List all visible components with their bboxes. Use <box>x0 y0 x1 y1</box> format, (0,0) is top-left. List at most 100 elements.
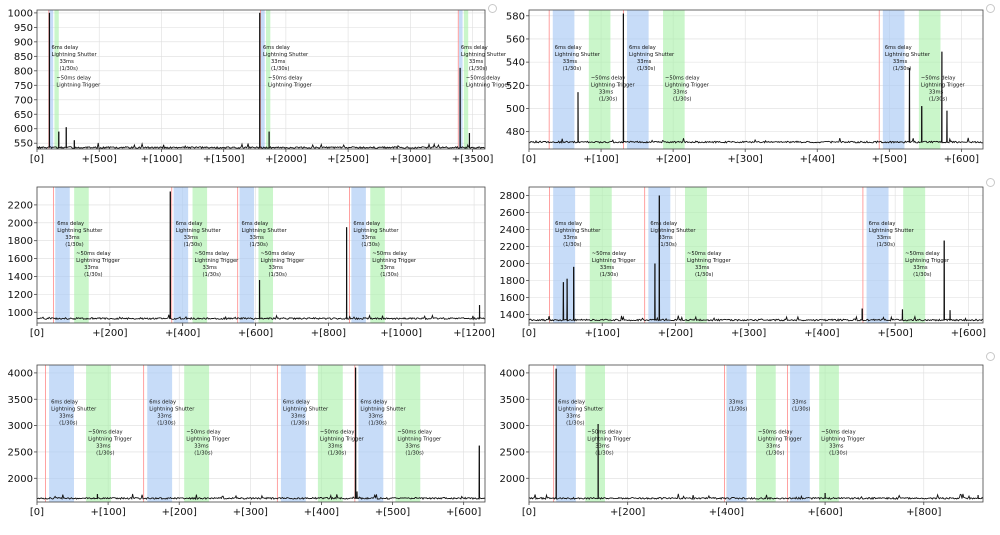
x-tick-label: +[3500] <box>452 154 494 165</box>
x-tick-label: +[600] <box>807 507 842 518</box>
bottom-right-chart: 6ms delay Lightning Shutter 33ms (1/30s)33m… <box>500 364 984 518</box>
shutter-label-line: 33ms <box>563 235 578 241</box>
trigger-label-line: ~50ms delay <box>758 430 793 436</box>
panel-option-circle[interactable] <box>986 4 995 13</box>
shutter-label-line: 33ms <box>271 59 286 65</box>
x-tick-label: +[400] <box>304 507 339 518</box>
trigger-label-line: Lightning Trigger <box>320 437 365 443</box>
signal-series-line <box>36 191 486 321</box>
shutter-label-line: (1/30s) <box>792 406 810 412</box>
shutter-band <box>49 10 54 149</box>
x-tick-label: +[200] <box>658 328 693 339</box>
shutter-label: 6ms delay Lightning Shutter 33ms (1/30s) <box>629 45 675 72</box>
trigger-band <box>370 187 385 323</box>
shutter-label-line: Lightning Shutter <box>885 52 931 58</box>
shutter-label-line: Lightning Shutter <box>555 52 601 58</box>
trigger-label-line: ~50ms delay <box>397 430 432 436</box>
shutter-label: 6ms delay Lightning Shutter 33ms (1/30s) <box>242 221 288 248</box>
shutter-label-line: 33ms <box>792 399 807 405</box>
trigger-band <box>86 365 111 502</box>
shutter-label-line: 33ms <box>59 59 74 65</box>
x-tick-label: +[500] <box>375 507 410 518</box>
panel-option-circle[interactable] <box>488 4 497 13</box>
trigger-label-line: ~50ms delay <box>372 251 407 257</box>
shutter-label-line: Lightning Shutter <box>283 406 329 412</box>
y-tick-label: 3500 <box>500 395 525 406</box>
shutter-label-line: 6ms delay <box>869 221 896 227</box>
trigger-label: ~50ms delay Lightning Trigger 33ms (1/30s) <box>76 251 121 278</box>
shutter-band <box>55 187 70 323</box>
y-tick-label: 900 <box>14 37 33 48</box>
shutter-label-line: 6ms delay <box>242 221 269 227</box>
x-tick-label: +[300] <box>731 328 766 339</box>
trigger-label-line: (1/30s) <box>766 451 784 457</box>
y-tick-label: 2200 <box>500 242 525 253</box>
trigger-band <box>258 187 274 323</box>
trigger-label: ~50ms delay Lightning Trigger 33ms (1/30s) <box>758 430 803 457</box>
shutter-label-line: 33ms <box>563 59 578 65</box>
y-tick-label: 3500 <box>8 395 33 406</box>
shutter-band <box>726 365 747 502</box>
shutter-label-line: (1/30s) <box>157 420 175 426</box>
shutter-band <box>49 365 74 502</box>
shutter-label-line: 33ms <box>65 235 80 241</box>
shutter-label-line: (1/30s) <box>65 242 83 248</box>
trigger-label: ~50ms delay Lightning Trigger 33ms (1/30s) <box>397 430 442 457</box>
trigger-band <box>184 365 210 502</box>
shutter-label-line: (1/30s) <box>893 66 911 72</box>
plot-frame <box>528 186 984 324</box>
trigger-label-line: (1/30s) <box>595 451 613 457</box>
shutter-band <box>553 187 576 323</box>
trigger-label-line: (1/30s) <box>194 451 212 457</box>
x-tick-label: +[1200] <box>453 328 495 339</box>
y-tick-label: 4000 <box>8 368 33 379</box>
trigger-label-line: ~50ms delay <box>821 430 856 436</box>
trigger-label-line: 33ms <box>829 444 844 450</box>
panel-option-circle[interactable] <box>986 178 995 187</box>
trigger-label-line: 33ms <box>96 444 111 450</box>
y-tick-label: 1600 <box>8 254 33 265</box>
trigger-label-line: ~50ms delay <box>587 430 622 436</box>
plot-frame <box>528 364 984 503</box>
trigger-label-line: 33ms <box>405 444 420 450</box>
trigger-band <box>54 10 59 149</box>
y-tick-label: 1000 <box>8 308 33 319</box>
trigger-label-line: ~50ms delay <box>591 76 626 82</box>
shutter-label-line: 6ms delay <box>650 221 677 227</box>
trigger-label-line: (1/30s) <box>599 97 617 103</box>
y-tick-label: 2000 <box>500 259 525 270</box>
panel-option-circle[interactable] <box>986 352 995 361</box>
x-tick-label: +[300] <box>728 154 763 165</box>
trigger-label-line: 33ms <box>929 90 944 96</box>
shutter-label-line: 33ms <box>157 413 172 419</box>
y-tick-label: 1400 <box>8 272 33 283</box>
shutter-label-line: Lightning Shutter <box>263 52 309 58</box>
plot-frame <box>36 9 486 150</box>
shutter-label-line: (1/30s) <box>469 66 487 72</box>
shutter-band <box>790 365 810 502</box>
shutter-label: 6ms delay Lightning Shutter 33ms (1/30s) <box>869 221 915 248</box>
x-tick-label: +[800] <box>906 507 941 518</box>
shutter-label-line: 6ms delay <box>360 399 387 405</box>
trigger-label-line: Lightning Trigger <box>88 437 133 443</box>
trigger-band <box>74 187 89 323</box>
trigger-label: ~50ms delay Lightning Trigger 33ms (1/30s) <box>687 251 732 278</box>
shutter-label: 6ms delay Lightning Shutter 33ms (1/30s) <box>885 45 931 72</box>
shutter-label-line: 33ms <box>658 235 673 241</box>
trigger-label-line: Lightning Trigger <box>56 83 101 89</box>
y-tick-label: 2000 <box>8 218 33 229</box>
shutter-label: 6ms delay Lightning Shutter 33ms (1/30s) <box>283 399 329 426</box>
trigger-band <box>317 365 343 502</box>
shutter-label-line: 6ms delay <box>149 399 176 405</box>
shutter-label-line: 6ms delay <box>51 399 78 405</box>
trigger-label-line: Lightning Trigger <box>397 437 442 443</box>
trigger-band <box>192 187 208 323</box>
trigger-label-line: Lightning Trigger <box>195 258 240 264</box>
x-tick-label: +[600] <box>951 328 986 339</box>
trigger-label-line: 33ms <box>380 265 395 271</box>
y-tick-label: 1800 <box>500 276 525 287</box>
x-tick-label: +[100] <box>583 154 618 165</box>
x-tick-label: +[1000] <box>380 328 422 339</box>
trigger-band <box>463 10 469 149</box>
shutter-label-line: 33ms <box>368 413 383 419</box>
